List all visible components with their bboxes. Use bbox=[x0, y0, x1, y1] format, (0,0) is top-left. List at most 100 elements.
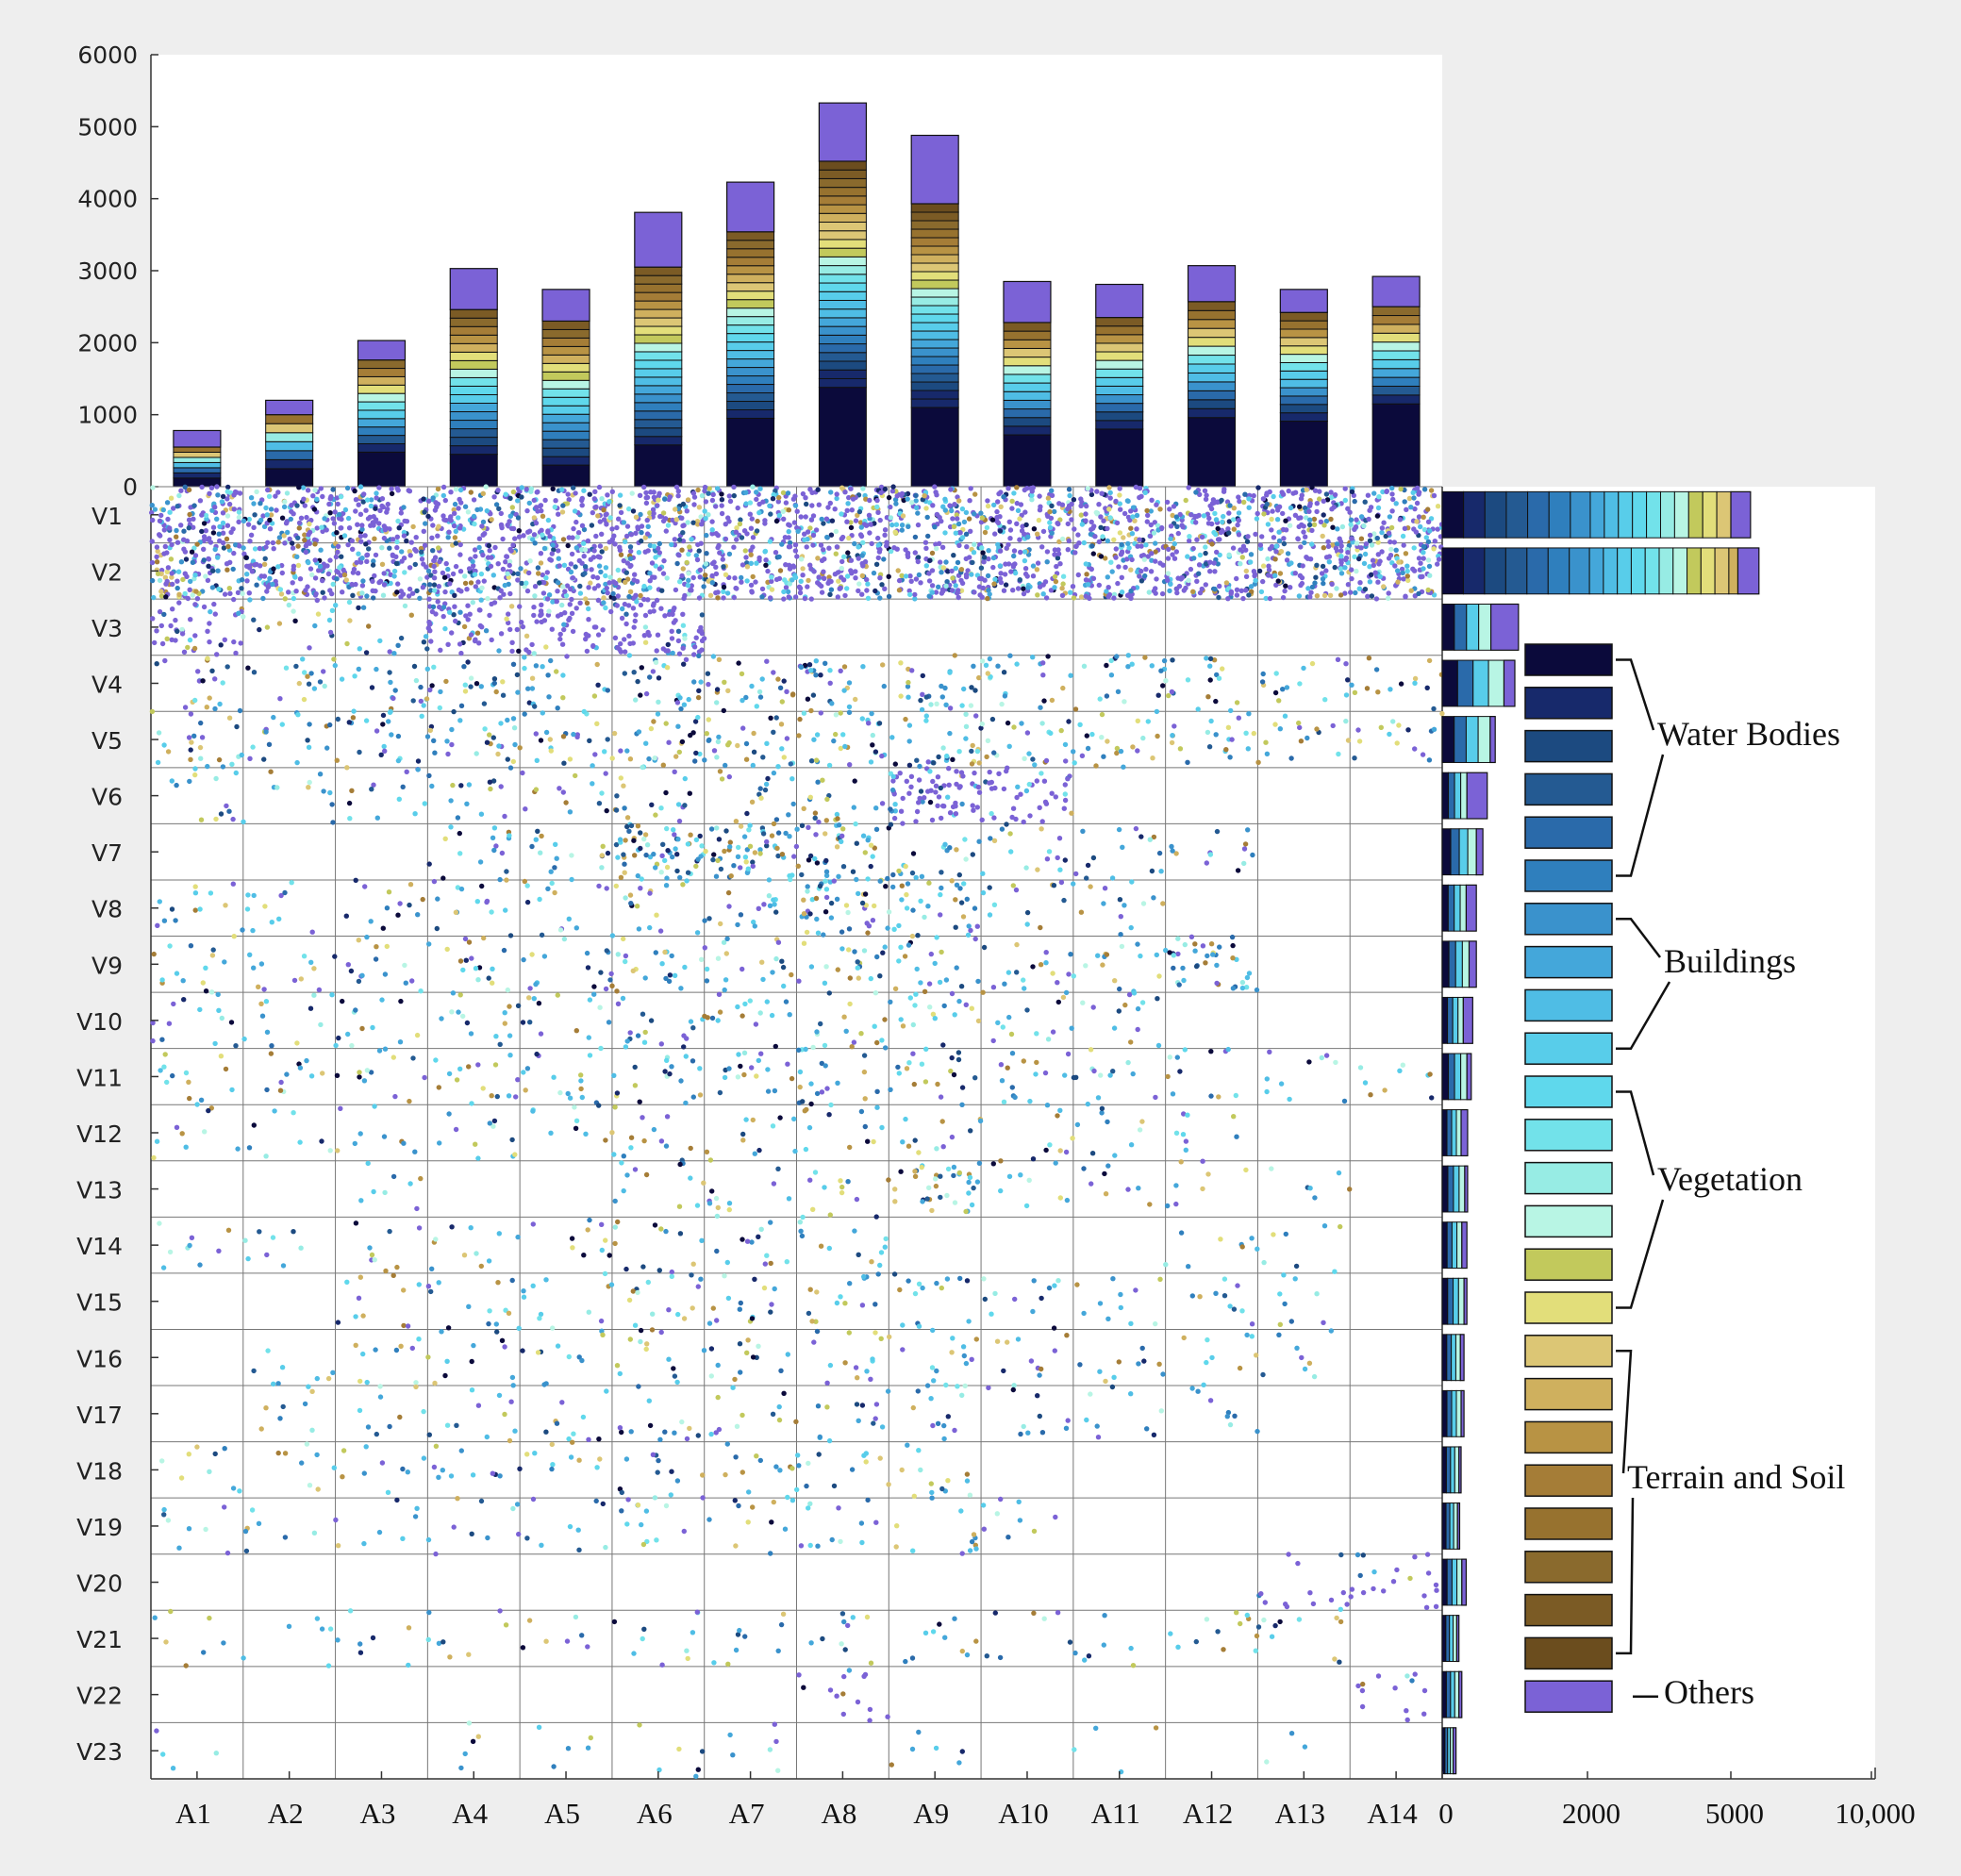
scatter-point bbox=[158, 593, 165, 599]
scatter-point bbox=[381, 535, 388, 541]
scatter-point bbox=[1321, 545, 1327, 551]
scatter-point bbox=[528, 486, 535, 491]
scatter-point bbox=[197, 498, 204, 504]
scatter-point bbox=[924, 514, 930, 521]
bar-segment-others bbox=[1003, 280, 1052, 324]
scatter-point bbox=[150, 616, 156, 622]
scatter-point bbox=[1181, 588, 1188, 593]
scatter-point bbox=[669, 541, 674, 548]
bar-segment bbox=[1003, 330, 1052, 340]
scatter-point bbox=[334, 495, 340, 501]
scatter-point bbox=[655, 503, 660, 508]
scatter-point bbox=[1298, 544, 1304, 550]
scatter-point bbox=[721, 595, 726, 601]
scatter-point bbox=[945, 794, 951, 800]
scatter-point bbox=[844, 573, 851, 579]
scatter-point bbox=[873, 805, 879, 811]
scatter-point bbox=[1396, 722, 1402, 728]
scatter-point bbox=[288, 516, 293, 523]
scatter-point bbox=[903, 863, 908, 870]
scatter-point bbox=[636, 550, 642, 556]
scatter-point bbox=[736, 844, 741, 851]
scatter-point bbox=[1313, 574, 1319, 580]
scatter-point bbox=[877, 517, 883, 523]
scatter-point bbox=[996, 771, 1002, 776]
scatter-point bbox=[386, 719, 391, 724]
scatter-point bbox=[704, 532, 709, 539]
bar-segment bbox=[726, 392, 775, 403]
scatter-point bbox=[959, 703, 965, 708]
scatter-point bbox=[618, 874, 624, 880]
scatter-point bbox=[224, 489, 230, 494]
scatter-point bbox=[427, 727, 433, 734]
scatter-point bbox=[149, 539, 155, 544]
scatter-point bbox=[547, 737, 553, 742]
scatter-point bbox=[675, 552, 681, 557]
scatter-point bbox=[176, 492, 182, 499]
bar-segment bbox=[449, 325, 498, 336]
scatter-point bbox=[508, 604, 515, 609]
scatter-point bbox=[354, 559, 359, 566]
scatter-point bbox=[639, 665, 644, 671]
scatter-point bbox=[187, 511, 192, 518]
scatter-point bbox=[735, 505, 740, 511]
scatter-point bbox=[590, 573, 596, 580]
scatter-point bbox=[339, 554, 344, 559]
scatter-point bbox=[1108, 559, 1114, 565]
scatter-point bbox=[1072, 706, 1079, 712]
scatter-point bbox=[192, 553, 199, 558]
scatter-point bbox=[932, 524, 938, 530]
scatter-point bbox=[524, 588, 531, 594]
scatter-point bbox=[786, 812, 791, 818]
scatter-point bbox=[155, 548, 160, 555]
scatter-point bbox=[1055, 521, 1060, 526]
scatter-point bbox=[220, 680, 225, 686]
bar-segment-water-base bbox=[449, 454, 498, 488]
scatter-point bbox=[645, 629, 651, 636]
scatter-point bbox=[1027, 813, 1033, 819]
bar-segment-water-base bbox=[1371, 403, 1421, 488]
scatter-point bbox=[939, 815, 944, 822]
scatter-point bbox=[198, 720, 204, 726]
scatter-point bbox=[227, 559, 233, 565]
scatter-point bbox=[662, 496, 668, 502]
scatter-point bbox=[1272, 556, 1278, 562]
scatter-point bbox=[765, 568, 771, 574]
scatter-point bbox=[1029, 497, 1035, 503]
scatter-point bbox=[735, 854, 741, 859]
scatter-point bbox=[498, 784, 504, 789]
scatter-point bbox=[703, 848, 708, 855]
scatter-point bbox=[374, 728, 380, 734]
scatter-point bbox=[560, 695, 566, 701]
bar-segment bbox=[449, 437, 498, 447]
bar-segment bbox=[449, 368, 498, 378]
scatter-point bbox=[1005, 765, 1010, 771]
scatter-point bbox=[440, 484, 447, 490]
scatter-point bbox=[951, 553, 956, 558]
scatter-point bbox=[337, 511, 342, 518]
scatter-point bbox=[468, 684, 474, 689]
scatter-point bbox=[1389, 491, 1395, 497]
scatter-point bbox=[591, 586, 598, 591]
scatter-point bbox=[952, 502, 957, 507]
scatter-point bbox=[807, 525, 813, 531]
scatter-point bbox=[387, 545, 392, 551]
scatter-point bbox=[277, 696, 283, 702]
scatter-point bbox=[860, 833, 867, 838]
scatter-point bbox=[332, 662, 338, 669]
scatter-point bbox=[906, 722, 913, 728]
scatter-point bbox=[675, 723, 681, 729]
scatter-point bbox=[1052, 573, 1058, 580]
scatter-point bbox=[1288, 755, 1294, 761]
scatter-point bbox=[1203, 582, 1209, 588]
scatter-point bbox=[775, 830, 782, 836]
scatter-point bbox=[763, 562, 769, 568]
scatter-point bbox=[992, 785, 998, 791]
scatter-point bbox=[425, 568, 432, 574]
scatter-point bbox=[1203, 544, 1208, 550]
scatter-point bbox=[182, 571, 188, 576]
scatter-point bbox=[1263, 595, 1269, 602]
scatter-point bbox=[251, 670, 258, 675]
scatter-point bbox=[446, 529, 452, 535]
scatter-point bbox=[1011, 724, 1017, 730]
